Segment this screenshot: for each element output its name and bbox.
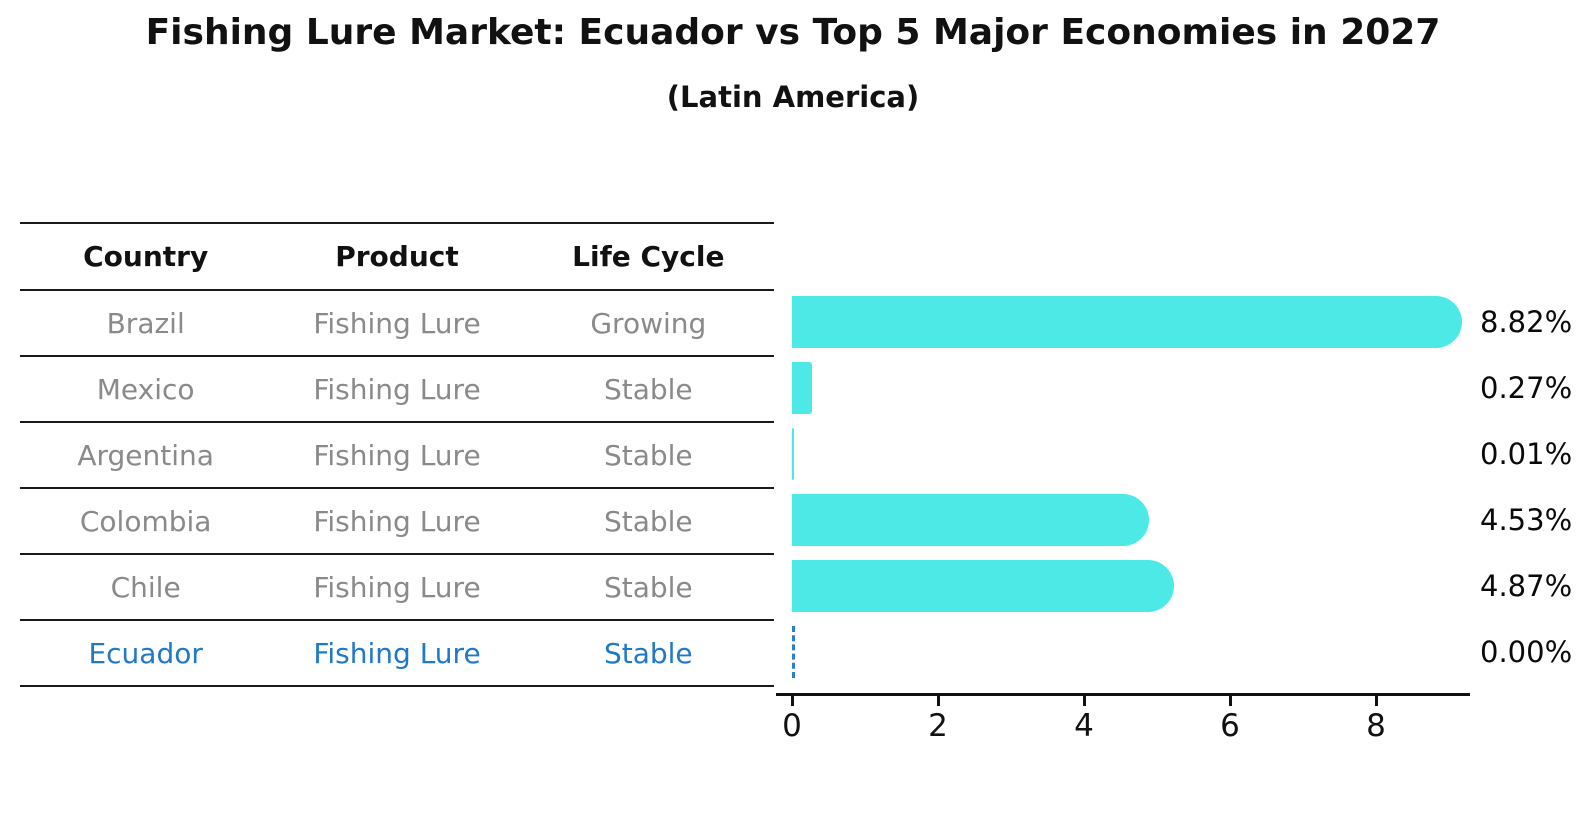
header-cell-product: Product [335, 240, 459, 273]
chart-title: Fishing Lure Market: Ecuador vs Top 5 Ma… [145, 12, 1441, 53]
cell-country: Ecuador [88, 636, 203, 670]
x-tick-mark [1229, 696, 1232, 706]
cell-country: Brazil [106, 306, 185, 340]
cell-country: Colombia [79, 504, 212, 538]
x-tick-mark [937, 696, 940, 706]
table-row-argentina: Argentina Fishing Lure Stable [20, 423, 774, 489]
x-tick-mark [1375, 696, 1378, 706]
bar-mexico [792, 362, 812, 414]
table-row-mexico: Mexico Fishing Lure Stable [20, 357, 774, 423]
cell-country: Argentina [77, 438, 214, 472]
cell-life-cycle: Growing [590, 306, 707, 340]
country-table: Country Product Life Cycle Brazil Fishing L… [20, 222, 774, 687]
table-body: Brazil Fishing Lure Growing Mexico Fishing L… [20, 291, 774, 687]
cell-country: Mexico [96, 372, 195, 406]
bar-chile [792, 560, 1174, 612]
x-tick-label: 6 [1220, 708, 1240, 744]
bar-colombia [792, 494, 1149, 546]
cell-life-cycle: Stable [603, 570, 693, 604]
cell-product: Fishing Lure [313, 570, 481, 604]
cell-product: Fishing Lure [313, 636, 481, 670]
table-row-ecuador: Ecuador Fishing Lure Stable [20, 621, 774, 687]
x-tick-mark [1083, 696, 1086, 706]
x-tick-label: 4 [1074, 708, 1094, 744]
table-row-chile: Chile Fishing Lure Stable [20, 555, 774, 621]
bar-value-label: 0.00% [1480, 635, 1573, 669]
x-tick-label: 2 [928, 708, 948, 744]
cell-life-cycle: Stable [603, 504, 693, 538]
x-axis-line [776, 693, 1470, 696]
cell-product: Fishing Lure [313, 372, 481, 406]
bar-argentina [792, 428, 794, 480]
x-tick-label: 8 [1366, 708, 1386, 744]
x-tick-mark [791, 696, 794, 706]
bar-value-label: 0.01% [1480, 437, 1573, 471]
chart-subtitle: (Latin America) [666, 80, 920, 114]
cell-life-cycle: Stable [603, 438, 693, 472]
header-cell-country: Country [83, 240, 209, 273]
zero-value-dashed-bar [792, 626, 798, 678]
cell-product: Fishing Lure [313, 438, 481, 472]
cell-product: Fishing Lure [313, 504, 481, 538]
bar-value-label: 4.53% [1480, 503, 1573, 537]
table-row-colombia: Colombia Fishing Lure Stable [20, 489, 774, 555]
cell-life-cycle: Stable [603, 372, 693, 406]
bar-brazil [792, 296, 1462, 348]
cell-life-cycle: Stable [603, 636, 693, 670]
bar-value-label: 0.27% [1480, 371, 1573, 405]
bar-value-label: 8.82% [1480, 305, 1573, 339]
cell-country: Chile [110, 570, 181, 604]
x-tick-label: 0 [782, 708, 802, 744]
cell-product: Fishing Lure [313, 306, 481, 340]
bar-value-label: 4.87% [1480, 569, 1573, 603]
table-row-brazil: Brazil Fishing Lure Growing [20, 291, 774, 357]
header-cell-life-cycle: Life Cycle [572, 240, 725, 273]
table-header-row: Country Product Life Cycle [20, 224, 774, 291]
